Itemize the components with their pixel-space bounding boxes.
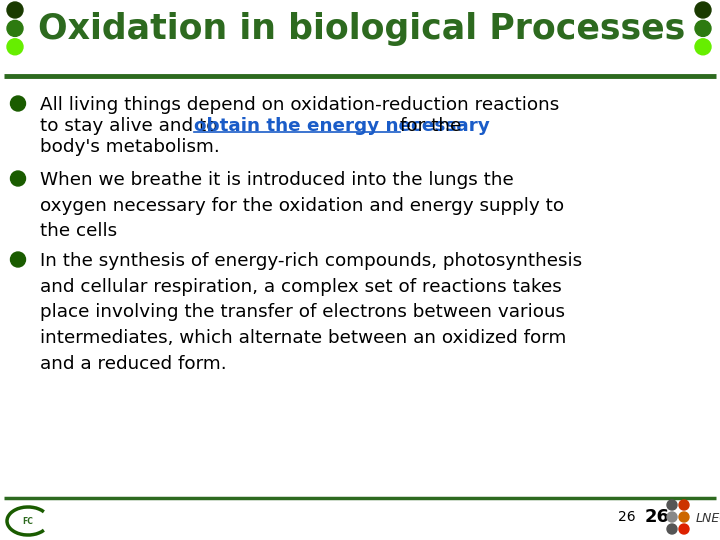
Circle shape [11, 96, 25, 111]
Circle shape [7, 39, 23, 55]
Text: 26: 26 [618, 510, 636, 524]
Circle shape [7, 21, 23, 36]
Circle shape [695, 39, 711, 55]
Circle shape [667, 512, 677, 522]
Circle shape [667, 524, 677, 534]
Text: obtain the energy necessary: obtain the energy necessary [194, 117, 497, 135]
Circle shape [695, 21, 711, 36]
Circle shape [11, 171, 25, 186]
Circle shape [667, 500, 677, 510]
Text: 26: 26 [645, 508, 670, 526]
Circle shape [7, 2, 23, 18]
Text: FC: FC [22, 516, 33, 525]
Text: Oxidation in biological Processes: Oxidation in biological Processes [38, 12, 685, 46]
Text: In the synthesis of energy-rich compounds, photosynthesis
and cellular respirati: In the synthesis of energy-rich compound… [40, 252, 582, 373]
Text: to stay alive and to: to stay alive and to [40, 117, 223, 135]
Text: When we breathe it is introduced into the lungs the
oxygen necessary for the oxi: When we breathe it is introduced into th… [40, 171, 564, 240]
Circle shape [695, 2, 711, 18]
Text: for the: for the [400, 117, 462, 135]
Text: LNEG: LNEG [696, 512, 720, 525]
Circle shape [679, 524, 689, 534]
Circle shape [679, 512, 689, 522]
Circle shape [11, 252, 25, 267]
Text: All living things depend on oxidation-reduction reactions: All living things depend on oxidation-re… [40, 96, 559, 114]
Text: body's metabolism.: body's metabolism. [40, 138, 220, 156]
Circle shape [679, 500, 689, 510]
